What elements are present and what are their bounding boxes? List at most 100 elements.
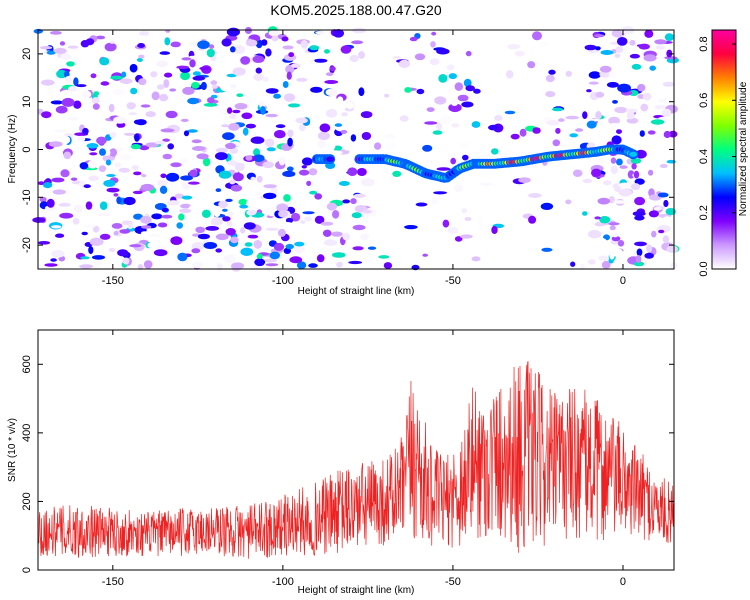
spectrogram-cell [666,159,676,164]
spectrogram-cell [591,157,600,165]
spectrogram-cell [63,151,72,160]
spectrogram-cell [309,45,320,51]
spectrogram-cell [140,231,149,236]
spectrogram-cell [648,210,660,218]
spectrogram-cell [99,57,110,66]
spectrogram-cell [67,117,79,121]
spectrogram-cell [79,162,89,170]
spectrogram-cell [569,133,578,138]
spectrogram-cell [597,197,611,205]
spectrogram-cell [361,132,372,140]
spectrogram-cell [482,251,491,256]
spectrogram-cell [336,96,344,104]
spectrogram-cell [465,50,472,57]
spectrogram-cell [131,165,139,170]
spectrogram-cell [288,103,301,108]
spectrogram-cell [507,43,521,50]
spectrogram-cell [141,174,147,178]
spectrogram-cell [283,93,296,102]
spectrogram-cell [93,182,101,187]
spectrogram-cell [269,251,280,260]
spectrogram-cell [283,247,291,254]
spectrogram-cell [288,52,295,58]
spectrogram-cell [588,81,599,85]
spectrogram-cell [348,260,363,265]
spectrogram-cell [150,71,158,78]
spectrogram-cell [643,54,657,62]
spectrogram-cell [73,100,82,109]
spectrogram-cell [613,200,626,204]
spectrogram-cell [666,245,678,253]
spectrogram-cell [59,135,71,145]
spectrogram-cell [629,39,636,46]
spectrogram-cell [132,190,143,195]
spectrogram-cell [230,46,236,53]
spectrogram-cell [541,247,553,252]
spectrogram-cell [350,198,357,205]
spectrogram-cell [41,111,52,119]
spectrogram-cell [195,226,206,233]
spectrogram-cell [374,142,382,150]
spectrogram-cell [471,121,481,128]
spectrogram-cell [442,219,450,228]
spectrogram-cell [262,161,275,169]
spectrogram-cell [350,134,357,142]
spectrogram-cell [88,175,99,182]
spectrogram-cell [334,123,343,127]
spectrogram-cell [597,157,605,164]
spectrogram-x-tick-label: -150 [102,275,124,287]
spectrogram-cell [113,193,119,197]
spectrogram-cell [599,216,611,224]
spectrogram-cell [538,42,549,47]
spectrogram-cell [46,198,55,208]
snr-x-tick-label: -150 [102,576,124,588]
spectrogram-cell [632,211,646,217]
spectrogram-cell [357,168,367,176]
spectrogram-cell [618,188,632,197]
spectrogram-cell [332,29,344,38]
spectrogram-cell [552,139,561,147]
spectrogram-cell [326,108,338,118]
spectrogram-cell [627,170,635,179]
spectrogram-cell [546,120,560,126]
spectrogram-cell [226,27,240,37]
spectrogram-cell [570,261,576,267]
spectrogram-cell [538,255,549,261]
colorbar-tick-label: 0.2 [698,205,710,220]
spectrogram-cell [473,88,481,94]
spectrogram-cell [41,79,55,86]
spectrogram-cell [140,104,151,108]
spectrogram-cell [648,169,654,176]
spectrogram-cell [594,216,601,220]
spectrogram-cell [81,231,88,236]
spectrogram-cell [504,110,516,115]
spectrogram-cell [602,101,609,111]
spectrogram-cell [662,81,675,87]
spectrogram-cell [118,167,130,173]
spectrogram-cell [219,109,226,116]
spectrogram-cell [608,116,620,125]
spectrogram-cell [454,184,464,193]
spectrogram-cell [409,36,418,42]
spectrogram-cell [55,233,65,238]
spectrogram-cell [597,191,611,195]
spectrogram-cell [199,66,210,71]
spectrogram-cell [130,144,141,150]
spectrogram-cell [392,55,401,60]
spectrogram-cell [178,213,185,221]
spectrogram-cell [532,127,541,134]
spectrogram-cell [82,127,89,135]
spectrogram-cell [92,103,100,110]
spectrogram-cell [349,54,359,63]
spectrogram-cell [209,44,215,49]
spectrogram-cell [243,222,256,230]
spectrogram-cell [90,73,97,79]
spectrogram-cell [598,255,609,261]
spectrogram-cell [73,77,79,87]
spectrogram-cell [215,147,229,153]
spectrogram-x-tick-label: -100 [272,275,294,287]
spectrogram-cell [362,209,372,214]
spectrogram-cell [53,47,67,54]
spectrogram-cell [82,90,92,99]
